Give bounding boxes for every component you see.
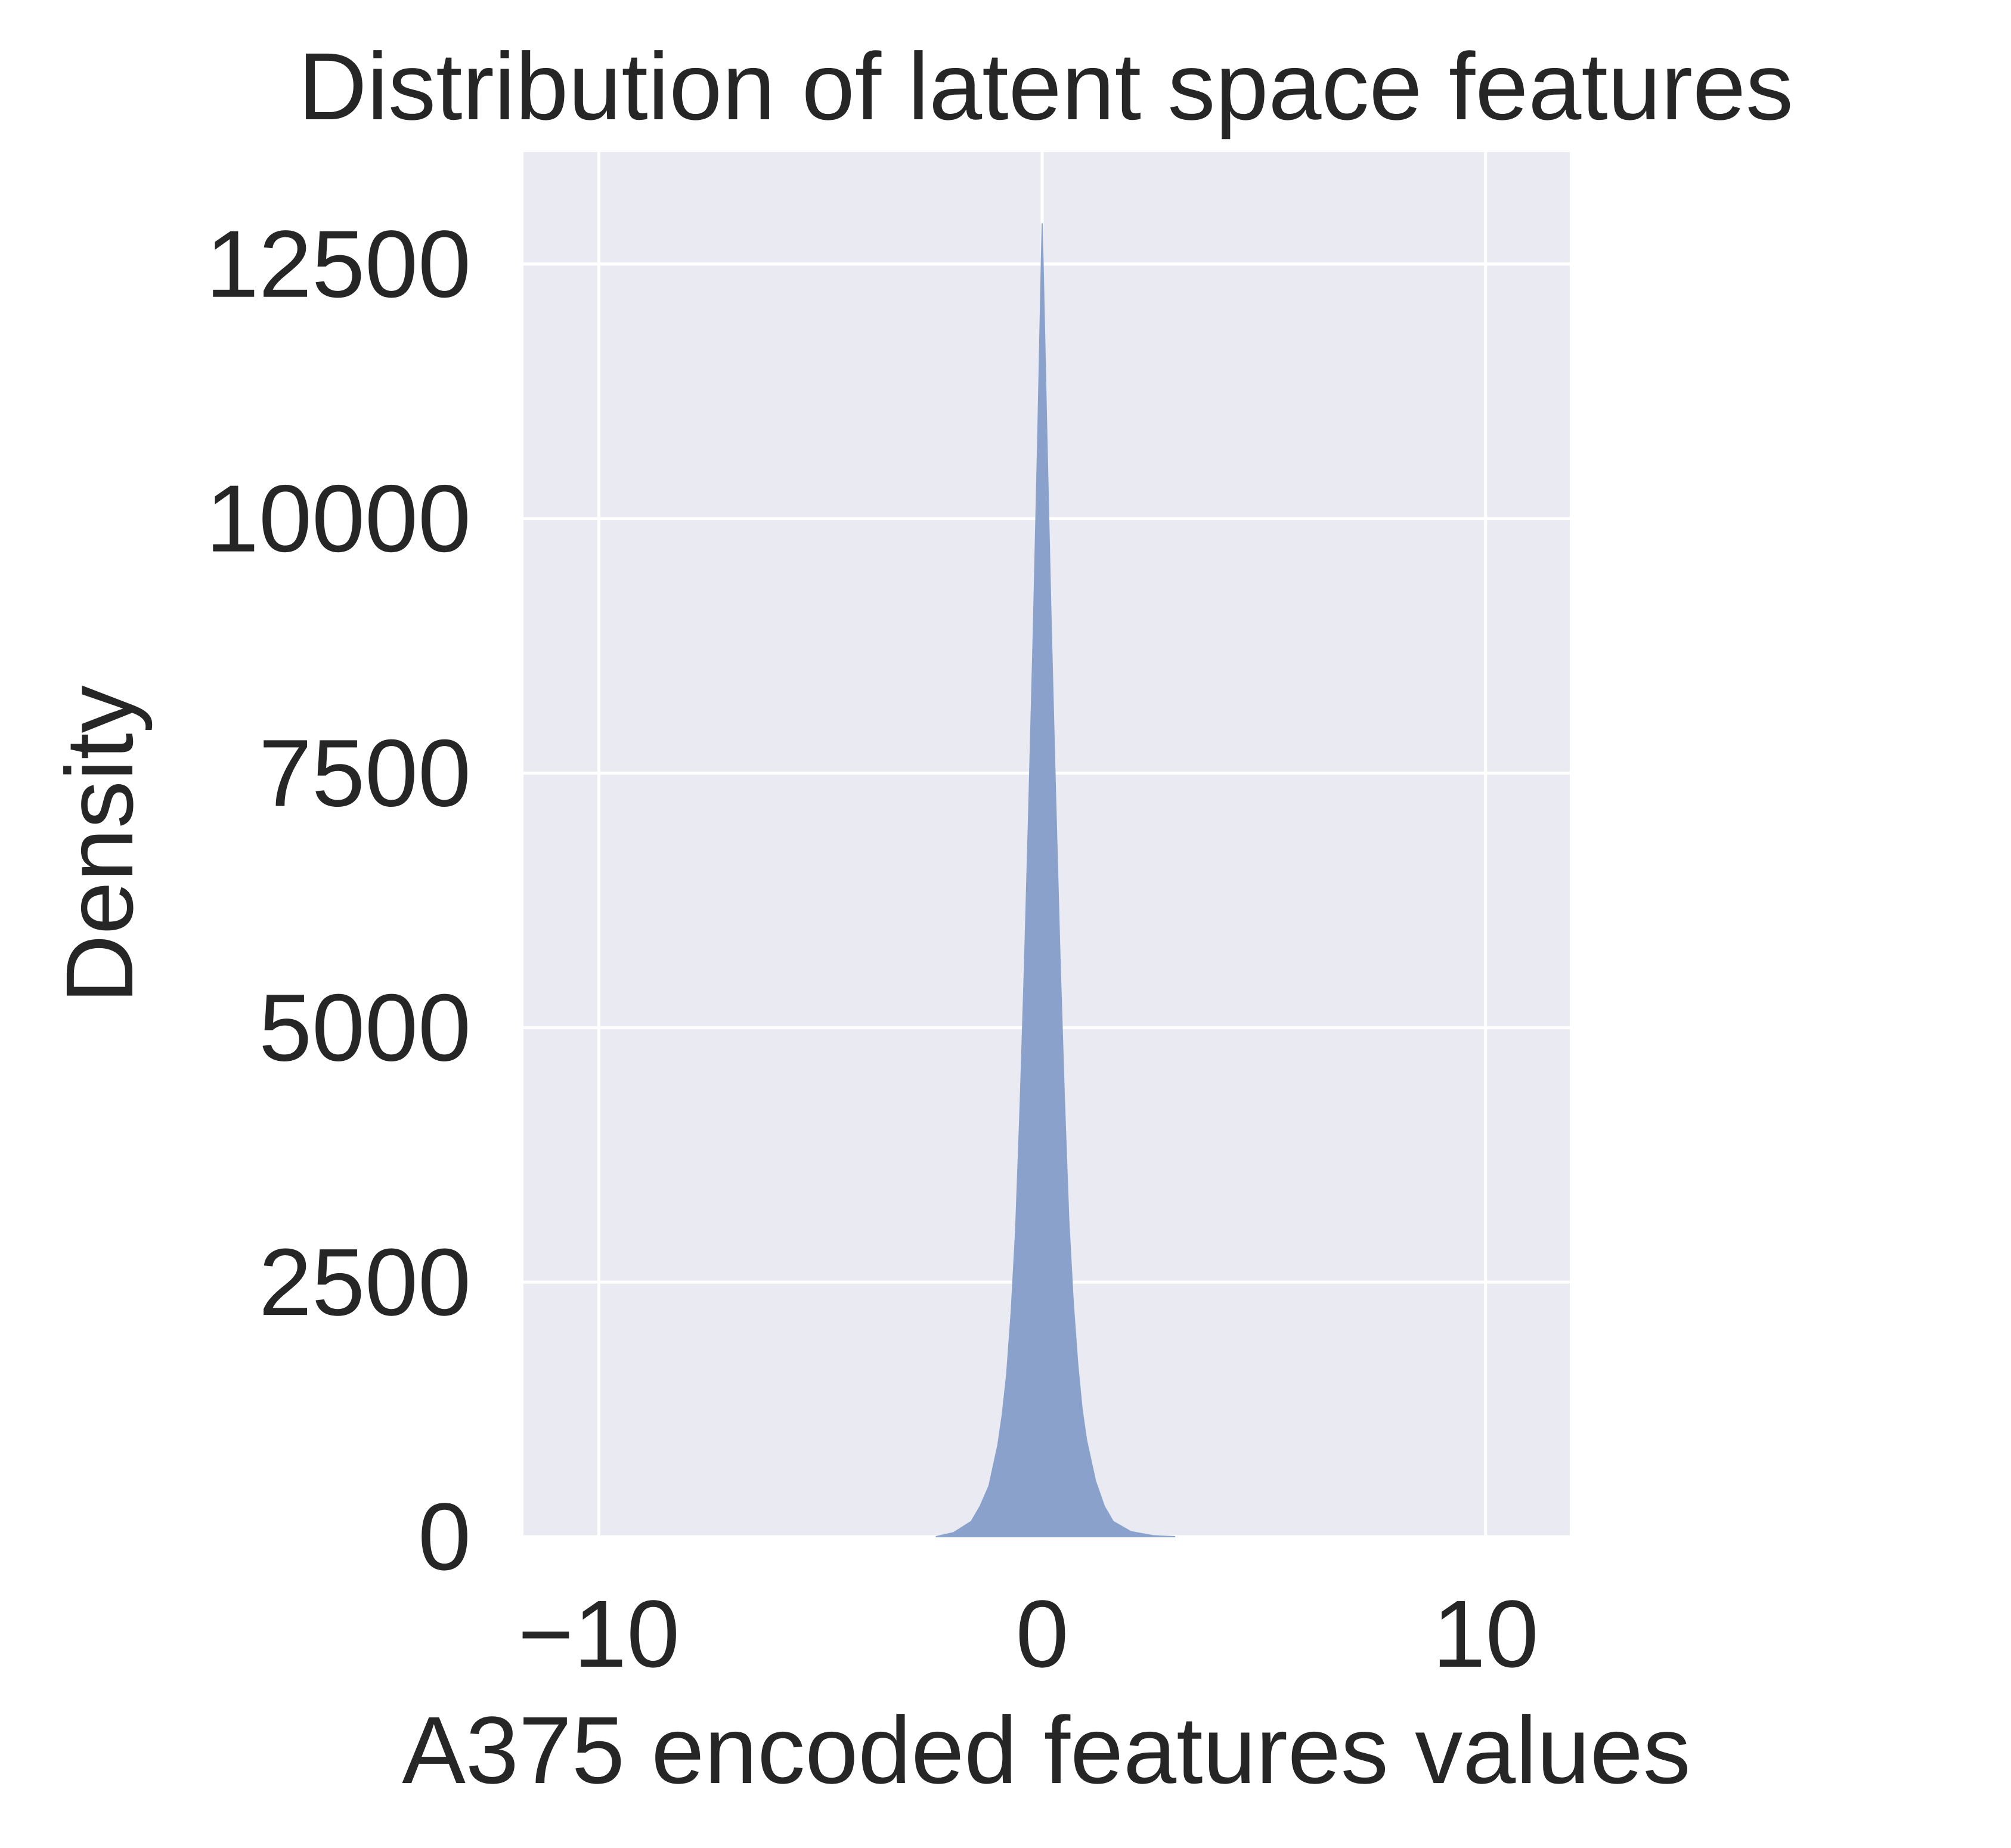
x-tick-label: 10 [1433,1580,1539,1687]
x-tick-label: −10 [518,1580,680,1687]
y-tick-label: 7500 [259,719,471,826]
y-tick-label: 0 [418,1483,471,1590]
y-tick-label: 12500 [206,211,471,317]
y-axis-label: Density [46,685,153,1004]
histogram-area [935,223,1176,1537]
y-tick-label: 10000 [206,465,471,572]
chart-title: Distribution of latent space features [298,33,1793,140]
x-tick-labels: −10 0 10 [518,1580,1539,1687]
y-tick-labels: 0 2500 5000 7500 10000 12500 [206,211,471,1590]
distribution-marks [935,223,1176,1537]
x-tick-label: 0 [1016,1580,1069,1687]
y-tick-label: 2500 [259,1228,471,1335]
y-tick-label: 5000 [259,974,471,1081]
x-axis-label: A375 encoded features values [402,1697,1691,1803]
